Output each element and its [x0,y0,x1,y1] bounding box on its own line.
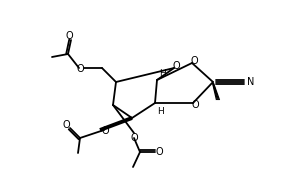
Text: O: O [65,31,73,41]
Text: O: O [130,133,138,143]
Text: H: H [160,68,166,77]
Text: H: H [157,108,163,117]
Text: O: O [190,56,198,66]
Text: O: O [155,147,163,157]
Text: O: O [76,64,84,74]
Text: O: O [191,100,199,110]
Text: N: N [247,77,255,87]
Text: O: O [101,126,109,136]
Text: O: O [172,61,180,71]
Text: O: O [62,120,70,130]
